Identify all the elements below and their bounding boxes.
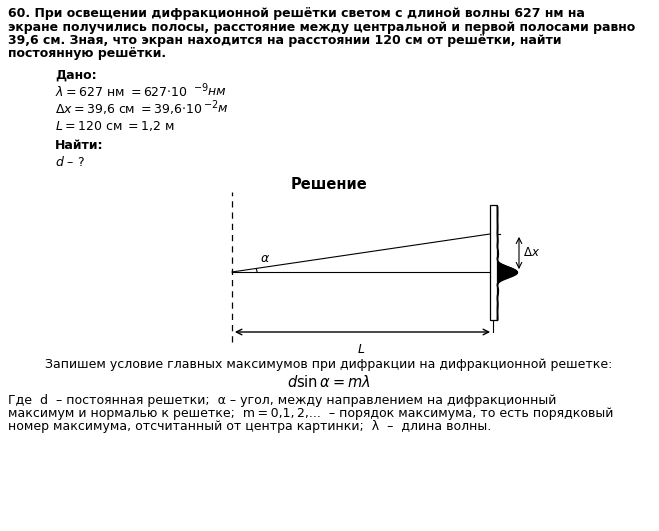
Text: $\lambda = 627$ нм $= 627{\cdot}10$: $\lambda = 627$ нм $= 627{\cdot}10$ <box>55 85 188 99</box>
Text: $\Delta x = 39{,}6$ см $= 39{,}6{\cdot}10$: $\Delta x = 39{,}6$ см $= 39{,}6{\cdot}1… <box>55 102 202 116</box>
Text: Решение: Решение <box>291 177 367 192</box>
Text: $\alpha$: $\alpha$ <box>260 252 270 265</box>
Text: экране получились полосы, расстояние между центральной и первой полосами равно: экране получились полосы, расстояние меж… <box>8 21 635 33</box>
Text: Найти:: Найти: <box>55 139 103 152</box>
Text: $d$ – ?: $d$ – ? <box>55 155 85 169</box>
Text: $d\sin\alpha = m\lambda$: $d\sin\alpha = m\lambda$ <box>287 374 371 390</box>
Text: максимум и нормалью к решетке;  m = 0,1, 2,...  – порядок максимума, то есть пор: максимум и нормалью к решетке; m = 0,1, … <box>8 407 614 420</box>
Text: $-9$: $-9$ <box>193 81 209 93</box>
Text: Дано:: Дано: <box>55 69 97 82</box>
Text: Запишем условие главных максимумов при дифракции на дифракционной решетке:: Запишем условие главных максимумов при д… <box>45 358 613 371</box>
Text: постоянную решётки.: постоянную решётки. <box>8 47 166 61</box>
Bar <box>490 205 497 320</box>
Text: $L = 120$ см $= 1{,}2$ м: $L = 120$ см $= 1{,}2$ м <box>55 119 175 133</box>
Text: 60. При освещении дифракционной решётки светом с длиной волны 627 нм на: 60. При освещении дифракционной решётки … <box>8 7 585 20</box>
Text: $L$: $L$ <box>357 343 365 356</box>
Text: нм: нм <box>204 85 225 98</box>
Text: 39,6 см. Зная, что экран находится на расстоянии 120 см от решётки, найти: 39,6 см. Зная, что экран находится на ра… <box>8 34 561 47</box>
Text: м: м <box>214 102 227 115</box>
Text: номер максимума, отсчитанный от центра картинки;  λ  –  длина волны.: номер максимума, отсчитанный от центра к… <box>8 420 491 433</box>
Text: $\Delta x$: $\Delta x$ <box>523 246 540 260</box>
Text: $-2$: $-2$ <box>203 98 218 110</box>
Text: Где  d  – постоянная решетки;  α – угол, между направлением на дифракционный: Где d – постоянная решетки; α – угол, ме… <box>8 394 556 407</box>
